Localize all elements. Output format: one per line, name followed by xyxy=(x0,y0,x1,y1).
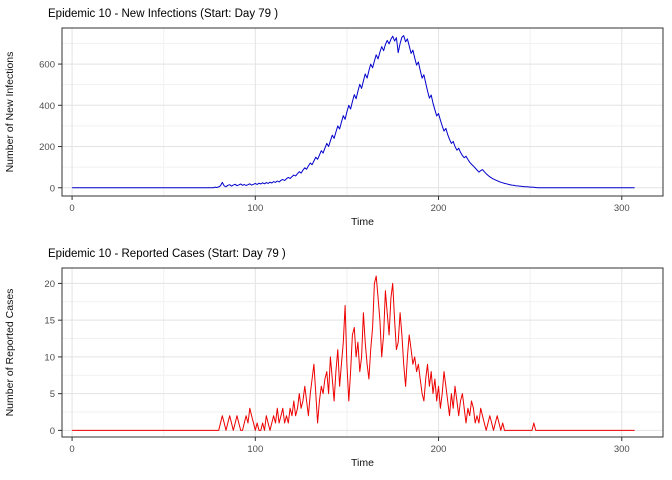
reported-cases-line xyxy=(72,275,635,431)
y-tick-label: 5 xyxy=(50,389,55,400)
gridlines-minor xyxy=(62,268,663,437)
y-tick-label: 10 xyxy=(44,352,55,363)
y-tick-label: 600 xyxy=(39,60,55,71)
panel-border xyxy=(61,27,664,197)
chart-title: Epidemic 10 - New Infections (Start: Day… xyxy=(48,8,278,20)
y-tick-label: 0 xyxy=(50,183,55,194)
chart-title: Epidemic 10 - Reported Cases (Start: Day… xyxy=(48,248,286,260)
x-axis: 0 100 200 300 xyxy=(69,437,630,455)
y-tick-label: 20 xyxy=(44,279,55,290)
x-tick-label: 300 xyxy=(614,203,630,214)
panel-border xyxy=(61,267,664,438)
y-axis-title: Number of New Infections xyxy=(4,52,16,173)
x-tick-label: 100 xyxy=(247,444,263,455)
panel-background xyxy=(62,268,663,437)
x-axis: 0 100 200 300 xyxy=(69,196,630,214)
new-infections-line xyxy=(72,35,635,189)
y-tick-label: 400 xyxy=(39,101,55,112)
y-tick-label: 0 xyxy=(50,426,55,437)
x-tick-label: 0 xyxy=(69,444,74,455)
chart-canvas-reported-cases: 0 100 200 300 0 5 10 15 20 Epidemic 10 - Reported… xyxy=(4,248,664,469)
x-tick-label: 0 xyxy=(69,203,74,214)
y-axis-title: Number of Reported Cases xyxy=(4,289,16,417)
chart-new-infections: 0 100 200 300 0 200 400 600 Epidemic 10 - New In… xyxy=(4,8,664,228)
y-axis: 0 5 10 15 20 xyxy=(44,279,62,437)
y-axis: 0 200 400 600 xyxy=(39,60,62,194)
x-tick-label: 200 xyxy=(431,203,447,214)
chart-reported-cases: 0 100 200 300 0 5 10 15 20 Epidemic 10 - Reported… xyxy=(0,240,672,480)
y-tick-label: 15 xyxy=(44,316,55,327)
panel-background xyxy=(62,28,663,196)
x-tick-label: 200 xyxy=(431,444,447,455)
x-axis-title: Time xyxy=(351,216,374,228)
x-axis-title: Time xyxy=(351,457,374,469)
x-tick-label: 100 xyxy=(247,203,263,214)
y-tick-label: 200 xyxy=(39,142,55,153)
chart-canvas-new-infections: 0 100 200 300 0 200 400 600 Epidemic 10 - New In… xyxy=(4,8,664,228)
x-tick-label: 300 xyxy=(614,444,630,455)
